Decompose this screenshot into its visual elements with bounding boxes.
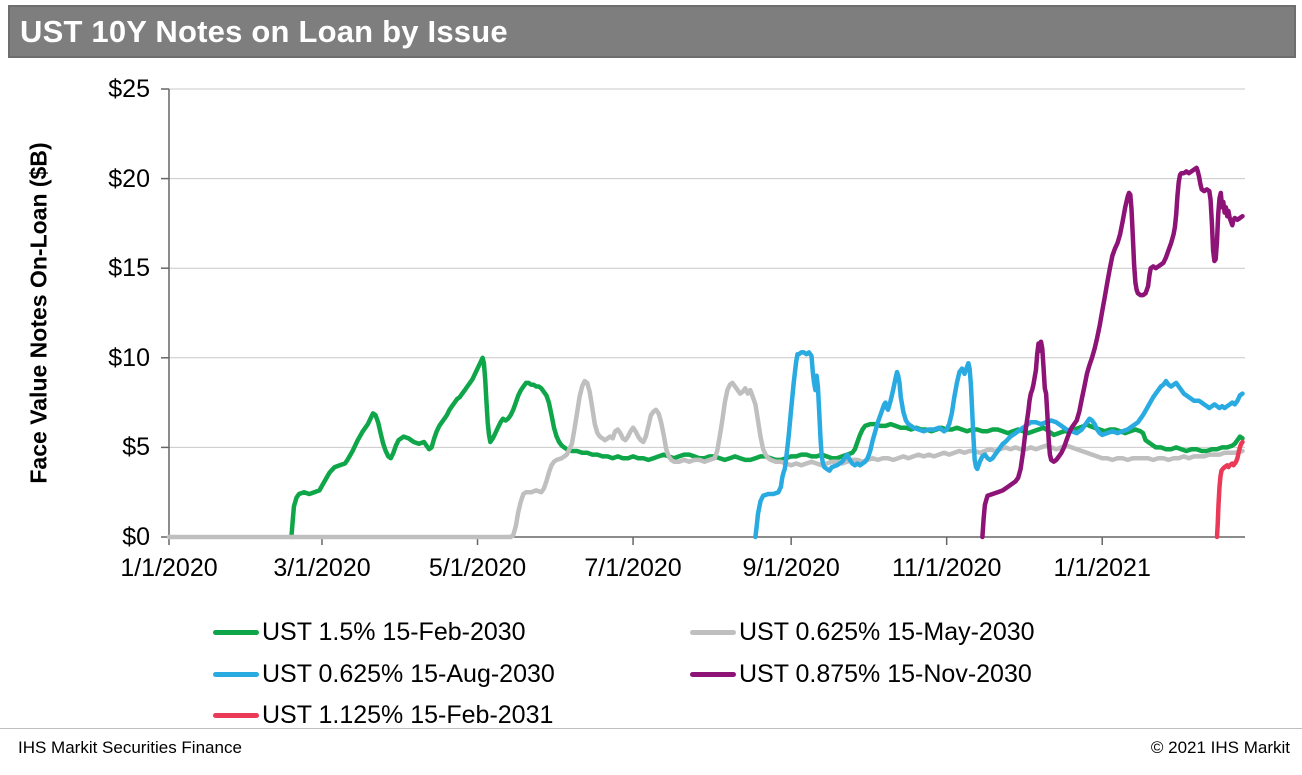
legend-swatch-blue-icon bbox=[213, 671, 259, 677]
legend-label: UST 1.125% 15-Feb-2031 bbox=[262, 701, 554, 730]
y-tick-label: $25 bbox=[108, 75, 150, 103]
series-line-ust-0-625-15-aug-2030 bbox=[753, 350, 1245, 540]
plot-area bbox=[161, 88, 1245, 545]
legend-label: UST 1.5% 15-Feb-2030 bbox=[262, 618, 526, 647]
y-tick-label: $5 bbox=[122, 433, 150, 462]
legend-swatch-gray-icon bbox=[690, 630, 736, 636]
legend-item-ust-0p625-may-2030: UST 0.625% 15-May-2030 bbox=[690, 612, 1035, 654]
legend-item-ust-1p125-feb-2031: UST 1.125% 15-Feb-2031 bbox=[213, 695, 690, 737]
x-tick-label: 3/1/2020 bbox=[273, 554, 371, 582]
y-tick-label: $0 bbox=[122, 523, 150, 551]
y-tick-label: $15 bbox=[108, 254, 150, 283]
legend-swatch-green-icon bbox=[213, 630, 259, 636]
chart-title-bar: UST 10Y Notes on Loan by Issue bbox=[8, 5, 1296, 58]
legend-label: UST 0.625% 15-May-2030 bbox=[739, 618, 1035, 647]
legend-label: UST 0.875% 15-Nov-2030 bbox=[739, 659, 1032, 688]
x-tick-label: 1/1/2021 bbox=[1053, 554, 1151, 582]
x-tick-label: 1/1/2020 bbox=[120, 554, 218, 582]
legend-item-ust-1p5-feb-2030: UST 1.5% 15-Feb-2030 bbox=[213, 612, 690, 654]
x-tick-label: 11/1/2020 bbox=[891, 554, 1002, 582]
x-tick-label: 7/1/2020 bbox=[584, 554, 682, 582]
series-line-ust-0-875-15-nov-2030 bbox=[980, 165, 1245, 540]
legend-item-ust-0p625-aug-2030: UST 0.625% 15-Aug-2030 bbox=[213, 654, 690, 696]
y-axis-title: Face Value Notes On-Loan ($B) bbox=[25, 142, 52, 484]
chart-legend: UST 1.5% 15-Feb-2030 UST 0.625% 15-May-2… bbox=[213, 612, 1035, 737]
legend-label: UST 0.625% 15-Aug-2030 bbox=[262, 659, 555, 688]
legend-item-ust-0p875-nov-2030: UST 0.875% 15-Nov-2030 bbox=[690, 654, 1035, 696]
x-tick-label: 5/1/2020 bbox=[428, 554, 527, 582]
footer: IHS Markit Securities Finance © 2021 IHS… bbox=[0, 738, 1302, 758]
footer-source-label: IHS Markit Securities Finance bbox=[18, 738, 242, 757]
footer-copyright-label: © 2021 IHS Markit bbox=[1150, 738, 1290, 757]
y-tick-label: $20 bbox=[108, 164, 150, 193]
legend-swatch-purple-icon bbox=[690, 671, 736, 677]
y-tick-label: $10 bbox=[108, 343, 150, 372]
chart-title: UST 10Y Notes on Loan by Issue bbox=[20, 13, 508, 49]
x-tick-label: 9/1/2020 bbox=[742, 554, 840, 582]
legend-swatch-red-icon bbox=[213, 713, 259, 719]
series-line-ust-1-125-15-feb-2031 bbox=[1214, 439, 1245, 540]
footer-divider bbox=[0, 728, 1302, 729]
series-line-ust-0-625-15-may-2030 bbox=[166, 378, 1245, 540]
